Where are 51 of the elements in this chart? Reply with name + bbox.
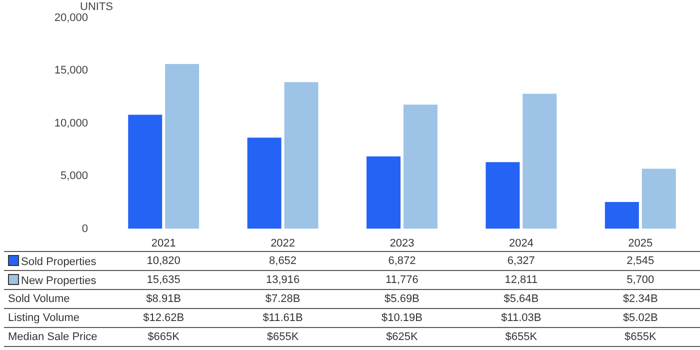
y-axis-title: UNITS: [80, 1, 113, 13]
bar: [522, 94, 557, 229]
bar: [486, 162, 520, 229]
text: $5.02B: [580, 308, 700, 328]
data-label: 8,652: [223, 252, 342, 270]
text: $7.28B: [223, 290, 342, 308]
text: Listing Volume: [4, 308, 104, 328]
text: $10.19B: [342, 308, 462, 328]
legend-label: Sold Properties: [4, 252, 104, 270]
bar: [247, 138, 282, 229]
data-label: 15,635: [104, 270, 224, 290]
y-tick-label: 10,000: [54, 117, 88, 130]
text: $655K: [223, 328, 342, 346]
bar: [284, 82, 318, 229]
x-tick-label: 2024: [508, 237, 534, 250]
data-label: 6,327: [462, 252, 581, 270]
text: $5.64B: [462, 290, 581, 308]
bar: [165, 64, 200, 229]
data-label: 11,776: [342, 270, 462, 290]
bar: [403, 104, 438, 229]
y-tick-label: 20,000: [54, 12, 88, 24]
bar: [642, 168, 676, 229]
y-tick-label: 0: [82, 222, 88, 235]
text: Median Sale Price: [4, 328, 104, 346]
data-label: 5,700: [580, 270, 700, 290]
y-tick-label: 15,000: [54, 64, 88, 77]
data-label: 10,820: [104, 252, 224, 270]
text: $11.03B: [462, 308, 581, 328]
data-label: 12,811: [462, 270, 581, 290]
x-tick-label: 2021: [151, 237, 176, 250]
data-label: 6,872: [342, 252, 462, 270]
text: $625K: [342, 328, 462, 346]
text: $655K: [462, 328, 581, 346]
text: $12.62B: [104, 308, 224, 328]
text: Sold Volume: [4, 290, 104, 308]
text: $2.34B: [580, 290, 700, 308]
x-tick-label: 2022: [270, 237, 296, 250]
text: $8.91B: [104, 290, 224, 308]
bar: [604, 202, 639, 229]
text: $11.61B: [223, 308, 342, 328]
data-label: 13,916: [223, 270, 342, 290]
bar: [366, 156, 401, 229]
text: $5.69B: [342, 290, 462, 308]
text: $665K: [104, 328, 224, 346]
x-tick-label: 2023: [390, 237, 414, 250]
text: $655K: [580, 328, 700, 346]
bar: [128, 114, 162, 229]
x-tick-label: 2025: [628, 237, 653, 250]
legend-label: New Properties: [4, 270, 104, 290]
y-tick-label: 5,000: [60, 170, 88, 182]
data-label: 2,545: [580, 252, 700, 270]
